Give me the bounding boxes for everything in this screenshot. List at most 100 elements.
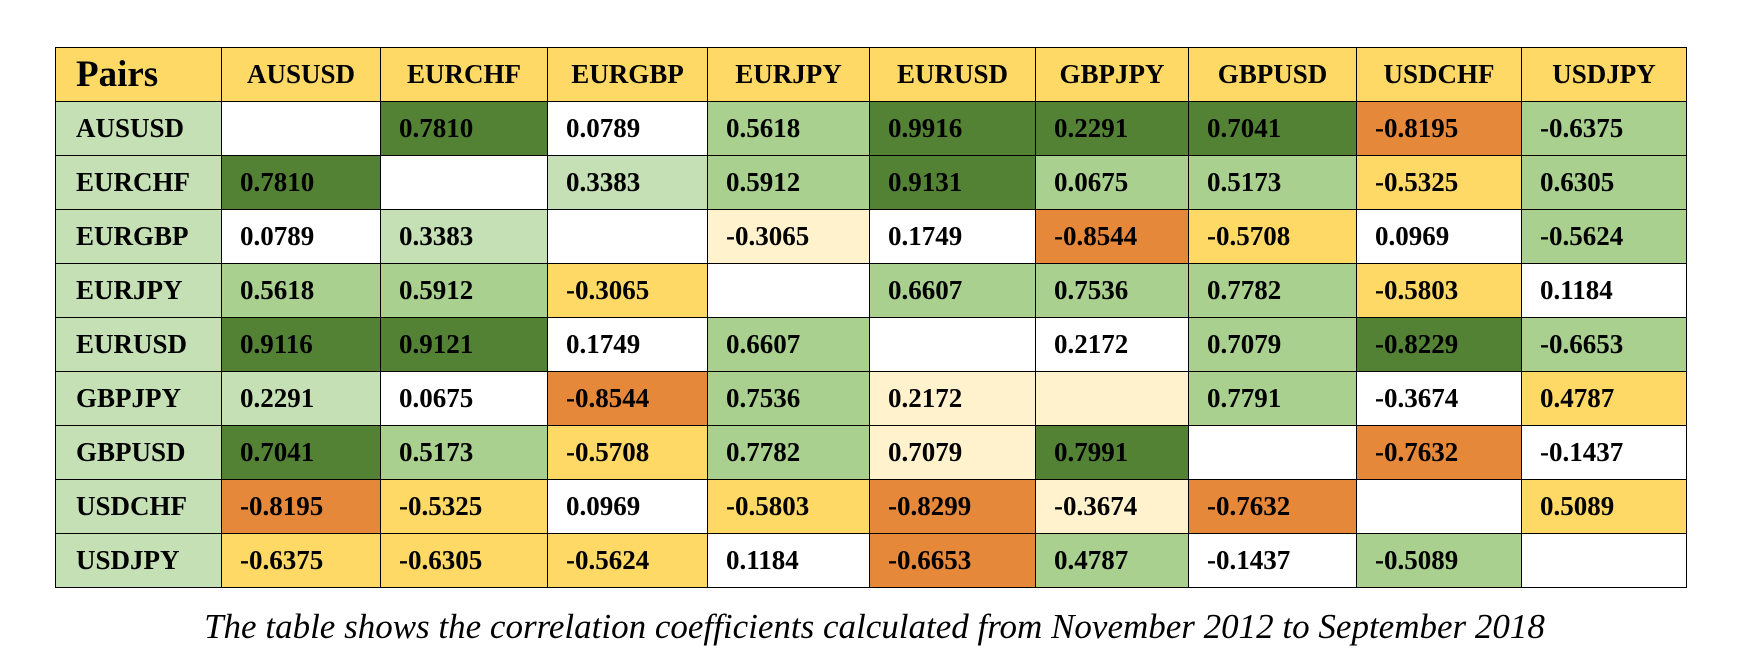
- correlation-cell: 0.3383: [380, 209, 548, 264]
- correlation-cell: -0.5803: [707, 479, 870, 534]
- correlation-cell: 0.2172: [1035, 317, 1189, 372]
- row-header: AUSUSD: [55, 101, 222, 156]
- correlation-cell: -0.3065: [547, 263, 708, 318]
- table-row: EURGBP 0.0789 0.3383 -0.3065 0.1749 -0.8544 -0…: [55, 209, 1687, 264]
- table-row: EURUSD 0.9116 0.9121 0.1749 0.6607 0.2172 0.70…: [55, 317, 1687, 372]
- correlation-cell: 0.5089: [1521, 479, 1687, 534]
- correlation-cell: -0.5803: [1356, 263, 1522, 318]
- corner-header: Pairs: [55, 47, 222, 102]
- correlation-cell: 0.5173: [380, 425, 548, 480]
- correlation-cell: 0.0675: [380, 371, 548, 426]
- header-row: Pairs AUSUSD EURCHF EURGBP EURJPY EURUSD…: [55, 47, 1687, 102]
- correlation-cell: 0.1184: [707, 533, 870, 588]
- correlation-cell: -0.8544: [547, 371, 708, 426]
- correlation-cell: [1521, 533, 1687, 588]
- correlation-cell: 0.5618: [707, 101, 870, 156]
- column-header: EURCHF: [380, 47, 548, 102]
- correlation-cell: -0.1437: [1188, 533, 1357, 588]
- correlation-cell: 0.7041: [1188, 101, 1357, 156]
- column-header: GBPJPY: [1035, 47, 1189, 102]
- correlation-cell: 0.2291: [1035, 101, 1189, 156]
- correlation-cell: 0.5912: [707, 155, 870, 210]
- correlation-cell: 0.2172: [869, 371, 1036, 426]
- correlation-cell: -0.6305: [380, 533, 548, 588]
- correlation-cell: -0.5708: [547, 425, 708, 480]
- column-header: USDCHF: [1356, 47, 1522, 102]
- correlation-cell: [380, 155, 548, 210]
- table-row: AUSUSD 0.7810 0.0789 0.5618 0.9916 0.2291 0.70…: [55, 101, 1687, 156]
- correlation-cell: -0.5325: [1356, 155, 1522, 210]
- correlation-cell: -0.6653: [1521, 317, 1687, 372]
- correlation-cell: -0.3674: [1035, 479, 1189, 534]
- table-row: EURCHF 0.7810 0.3383 0.5912 0.9131 0.0675 0.51…: [55, 155, 1687, 210]
- row-header: EURCHF: [55, 155, 222, 210]
- correlation-cell: -0.8195: [1356, 101, 1522, 156]
- correlation-cell: 0.2291: [221, 371, 381, 426]
- column-header: USDJPY: [1521, 47, 1687, 102]
- column-header: EURJPY: [707, 47, 870, 102]
- correlation-cell: -0.1437: [1521, 425, 1687, 480]
- row-header: USDJPY: [55, 533, 222, 588]
- row-header: USDCHF: [55, 479, 222, 534]
- correlation-cell: -0.7632: [1188, 479, 1357, 534]
- correlation-cell: [1035, 371, 1189, 426]
- table-row: USDJPY -0.6375 -0.6305 -0.5624 0.1184 -0.6653…: [55, 533, 1687, 588]
- correlation-cell: [869, 317, 1036, 372]
- correlation-cell: 0.0969: [547, 479, 708, 534]
- correlation-cell: [547, 209, 708, 264]
- correlation-cell: 0.7536: [1035, 263, 1189, 318]
- correlation-cell: 0.7810: [221, 155, 381, 210]
- correlation-cell: 0.1749: [547, 317, 708, 372]
- table-row: EURJPY 0.5618 0.5912 -0.3065 0.6607 0.7536 0.7…: [55, 263, 1687, 318]
- correlation-cell: 0.6305: [1521, 155, 1687, 210]
- column-header: GBPUSD: [1188, 47, 1357, 102]
- correlation-cell: -0.8229: [1356, 317, 1522, 372]
- correlation-cell: 0.7079: [869, 425, 1036, 480]
- correlation-cell: 0.3383: [547, 155, 708, 210]
- correlation-cell: 0.9121: [380, 317, 548, 372]
- correlation-cell: [1188, 425, 1357, 480]
- correlation-cell: 0.4787: [1521, 371, 1687, 426]
- correlation-cell: [1356, 479, 1522, 534]
- column-header: AUSUSD: [221, 47, 381, 102]
- correlation-cell: 0.1749: [869, 209, 1036, 264]
- row-header: EURJPY: [55, 263, 222, 318]
- correlation-cell: 0.7782: [707, 425, 870, 480]
- correlation-cell: 0.5618: [221, 263, 381, 318]
- correlation-cell: [221, 101, 381, 156]
- table-row: GBPUSD 0.7041 0.5173 -0.5708 0.7782 0.7079 0.7…: [55, 425, 1687, 480]
- correlation-cell: 0.7991: [1035, 425, 1189, 480]
- row-header: EURGBP: [55, 209, 222, 264]
- correlation-cell: 0.7810: [380, 101, 548, 156]
- table-row: USDCHF -0.8195 -0.5325 0.0969 -0.5803 -0.8299…: [55, 479, 1687, 534]
- table-row: GBPJPY 0.2291 0.0675 -0.8544 0.7536 0.2172 0.7…: [55, 371, 1687, 426]
- correlation-cell: -0.8544: [1035, 209, 1189, 264]
- correlation-cell: -0.5325: [380, 479, 548, 534]
- correlation-cell: -0.6375: [221, 533, 381, 588]
- correlation-cell: -0.8195: [221, 479, 381, 534]
- correlation-cell: 0.0969: [1356, 209, 1522, 264]
- correlation-cell: 0.9131: [869, 155, 1036, 210]
- correlation-cell: 0.1184: [1521, 263, 1687, 318]
- correlation-cell: -0.8299: [869, 479, 1036, 534]
- correlation-cell: 0.0675: [1035, 155, 1189, 210]
- correlation-cell: 0.7079: [1188, 317, 1357, 372]
- correlation-cell: -0.3065: [707, 209, 870, 264]
- correlation-cell: [707, 263, 870, 318]
- correlation-cell: 0.7536: [707, 371, 870, 426]
- correlation-cell: -0.5089: [1356, 533, 1522, 588]
- correlation-cell: -0.6653: [869, 533, 1036, 588]
- correlation-cell: -0.5624: [1521, 209, 1687, 264]
- correlation-cell: 0.9916: [869, 101, 1036, 156]
- correlation-cell: 0.4787: [1035, 533, 1189, 588]
- correlation-cell: -0.5624: [547, 533, 708, 588]
- correlation-cell: 0.6607: [707, 317, 870, 372]
- correlation-cell: -0.3674: [1356, 371, 1522, 426]
- row-header: EURUSD: [55, 317, 222, 372]
- row-header: GBPJPY: [55, 371, 222, 426]
- correlation-cell: 0.0789: [547, 101, 708, 156]
- correlation-cell: -0.6375: [1521, 101, 1687, 156]
- correlation-cell: 0.7782: [1188, 263, 1357, 318]
- correlation-table: Pairs AUSUSD EURCHF EURGBP EURJPY EURUSD…: [55, 47, 1687, 588]
- correlation-cell: 0.5173: [1188, 155, 1357, 210]
